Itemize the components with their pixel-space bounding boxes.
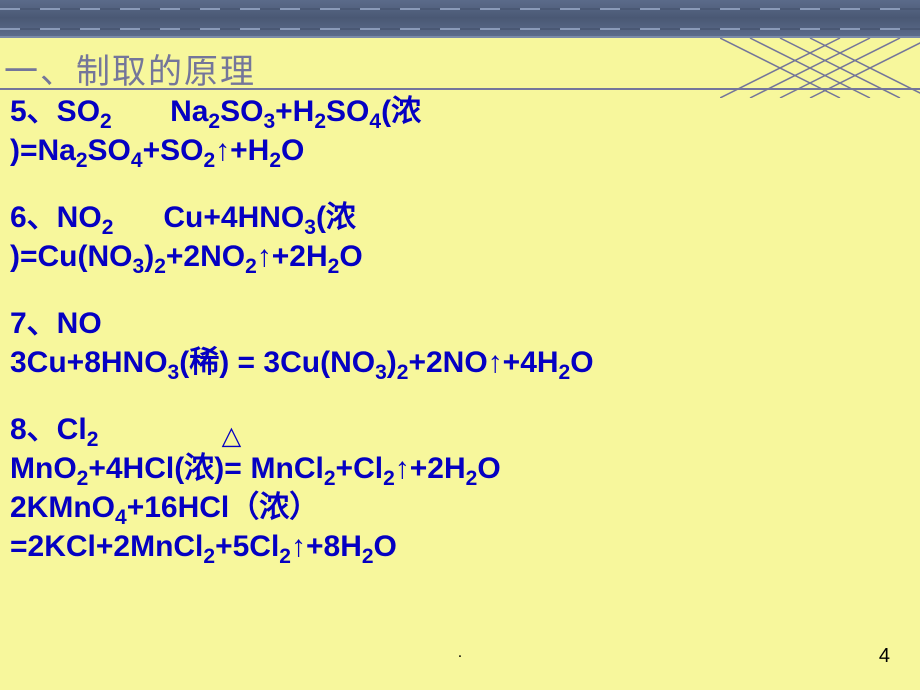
title-underline [0, 88, 920, 90]
page-number: 4 [879, 645, 890, 668]
equation-5: 5、SO2 Na2SO3+H2SO4(浓)=Na2SO4+SO2↑+H2O [10, 92, 910, 170]
equation-8: 8、Cl2MnO2+4HCl(浓)= MnCl2+Cl2↑+2H2O2KMnO4… [10, 410, 910, 566]
section-title: 一、制取的原理 [4, 44, 256, 93]
equations-content: 5、SO2 Na2SO3+H2SO4(浓)=Na2SO4+SO2↑+H2O 6、… [10, 92, 910, 566]
equation-6: 6、NO2 Cu+4HNO3(浓)=Cu(NO3)2+2NO2↑+2H2O [10, 198, 910, 276]
top-border-bar [0, 0, 920, 38]
footer-dot: . [458, 644, 462, 662]
equation-7: 7、NO3Cu+8HNO3(稀) = 3Cu(NO3)2+2NO↑+4H2O [10, 304, 910, 382]
